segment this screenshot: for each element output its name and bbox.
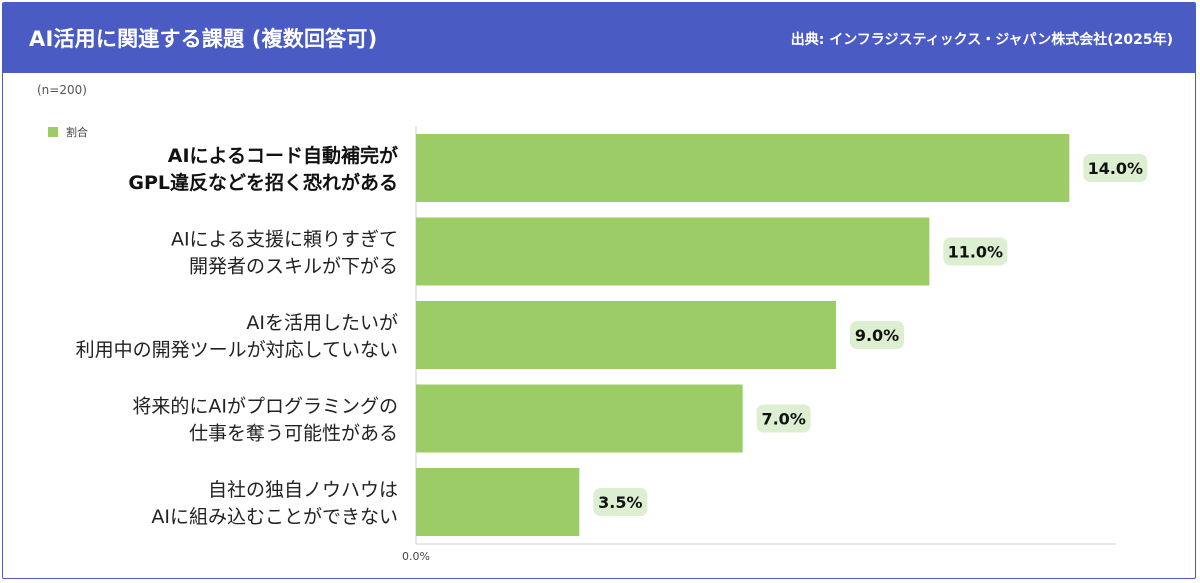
- category-label: AIに組み込むことができない: [151, 506, 398, 528]
- x-tick-label: 0.0%: [402, 550, 430, 563]
- bar: [416, 134, 1070, 202]
- bar: [416, 301, 836, 369]
- category-label: 開発者のスキルが下がる: [189, 256, 398, 278]
- value-label: 14.0%: [1088, 159, 1144, 178]
- value-label-bg: [756, 404, 811, 433]
- category-label: 仕事を奪う可能性がある: [189, 423, 398, 445]
- value-label-bg: [1083, 154, 1148, 182]
- legend-label: 割合: [66, 125, 88, 139]
- value-label-bg: [850, 321, 904, 349]
- value-label: 3.5%: [598, 493, 642, 512]
- header-bar: AI活用に関連する課題 (複数回答可) 出典: インフラジスティックス・ジャパン…: [3, 3, 1195, 73]
- sample-size: (n=200): [37, 83, 87, 97]
- category-label: 自社の独自ノウハウは: [208, 479, 398, 501]
- value-label: 7.0%: [761, 410, 805, 429]
- legend-swatch: [48, 127, 58, 137]
- category-label: AIによる支援に頼りすぎて: [171, 229, 398, 251]
- category-label: AIを活用したいが: [246, 312, 398, 334]
- chart-title: AI活用に関連する課題 (複数回答可): [29, 27, 378, 51]
- category-label: 利用中の開発ツールが対応していない: [76, 339, 398, 361]
- value-label-bg: [593, 488, 648, 516]
- bar: [416, 217, 930, 286]
- value-label-bg: [943, 237, 1008, 266]
- category-label: 将来的にAIがプログラミングの: [132, 396, 398, 418]
- category-label: AIによるコード自動補完が: [168, 144, 398, 167]
- category-label: GPL違反などを招く恐れがある: [128, 171, 398, 194]
- value-label: 11.0%: [948, 243, 1004, 262]
- source-note: 出典: インフラジスティックス・ジャパン株式会社(2025年): [790, 32, 1173, 48]
- bar: [416, 468, 580, 536]
- bar: [416, 384, 743, 453]
- value-label: 9.0%: [855, 326, 899, 345]
